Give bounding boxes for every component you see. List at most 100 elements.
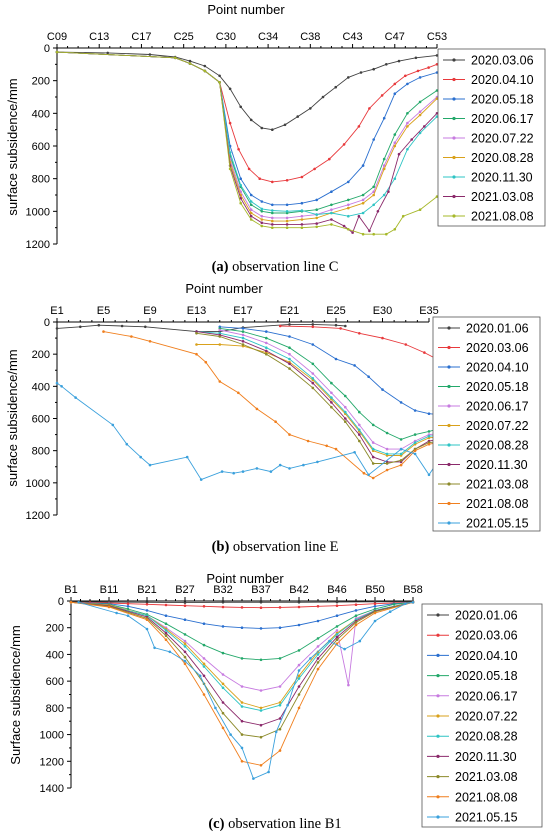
- panel-b-data-point: [288, 352, 291, 356]
- panel-a-legend-label: 2020.08.28: [471, 151, 534, 165]
- panel-a-data-point: [361, 211, 365, 215]
- panel-a-data-point: [427, 66, 430, 69]
- panel-a-data-point: [285, 203, 289, 207]
- panel-a-data-point: [376, 210, 380, 213]
- panel-a-data-point: [300, 226, 304, 229]
- panel-c-data-point: [221, 701, 225, 704]
- panel-a-data-point: [285, 219, 289, 223]
- panel-a-data-point: [228, 151, 232, 154]
- panel-c-data-point: [126, 607, 130, 611]
- panel-b-data-point: [330, 391, 333, 395]
- panel-c-x-tick-label: B58: [403, 584, 423, 596]
- panel-b-data-point: [399, 401, 403, 404]
- panel-a-x-tick-label: C34: [258, 31, 278, 43]
- panel-b-y-tick-label: 200: [32, 349, 50, 361]
- panel-c-data-point: [297, 669, 301, 672]
- panel-a-data-point: [239, 177, 242, 180]
- panel-c-data-point: [388, 610, 392, 613]
- panel-c-x-tick-label: B11: [100, 584, 119, 596]
- panel-c-caption: (c) observation line B1: [208, 816, 341, 832]
- panel-b-data-point: [367, 375, 370, 379]
- panel-b-data-point: [311, 386, 315, 390]
- panel-a-data-point: [285, 216, 289, 220]
- panel-c-x-tick-label: B42: [289, 584, 309, 596]
- panel-a-data-point: [397, 59, 401, 63]
- panel-a-data-point: [393, 133, 397, 136]
- panel-c-data-point: [153, 646, 156, 650]
- panel-c-data-point: [373, 602, 377, 605]
- panel-a-x-tick-label: C17: [131, 31, 151, 43]
- panel-c-data-point: [259, 723, 263, 727]
- panel-b-y-title: surface subsidence/mm: [5, 349, 20, 486]
- panel-a-data-point: [357, 125, 361, 128]
- panel-a-data-point: [260, 218, 264, 221]
- panel-b-data-point: [148, 463, 152, 467]
- panel-c-data-point: [183, 618, 187, 621]
- panel-a-data-point: [315, 216, 319, 220]
- panel-b-data-point: [265, 346, 268, 350]
- panel-c-legend-marker: [436, 815, 440, 819]
- panel-b-data-point: [255, 467, 259, 470]
- panel-b-x-tick-label: E25: [326, 305, 346, 317]
- panel-a-data-point: [55, 50, 59, 54]
- panel-a-data-point: [228, 167, 232, 171]
- panel-a-data-point: [188, 59, 192, 63]
- panel-c-data-point: [286, 703, 289, 707]
- panel-c-legend-marker: [436, 674, 440, 678]
- panel-a-x-tick-label: C53: [427, 31, 447, 43]
- panel-a-legend-marker: [452, 214, 456, 218]
- panel-b-data-point: [241, 343, 245, 346]
- panel-c-data-point: [202, 622, 206, 625]
- panel-c-legend-label: 2020.11.30: [455, 750, 517, 764]
- panel-c-legend-marker: [436, 775, 440, 779]
- panel-a-data-point: [271, 211, 274, 215]
- panel-b-data-point: [220, 470, 224, 473]
- panel-a-data-point: [328, 157, 331, 161]
- panel-a-series-line-2020.04.10: [56, 51, 438, 183]
- panel-c-data-point: [278, 727, 282, 731]
- panel-a-data-point: [260, 126, 264, 130]
- panel-c-data-point: [278, 701, 282, 704]
- panel-c-data-point: [335, 600, 339, 604]
- panel-a-data-point: [271, 209, 274, 212]
- panel-c-data-point: [202, 665, 206, 668]
- panel-b-legend-marker: [447, 345, 451, 350]
- panel-b-data-point: [413, 409, 417, 412]
- panel-b-x-title: Point number: [185, 281, 263, 296]
- panel-a-data-point: [260, 207, 264, 211]
- panel-a-data-point: [271, 203, 274, 207]
- panel-c-legend-label: 2020.07.22: [455, 710, 518, 724]
- panel-c-data-point: [297, 623, 301, 627]
- panel-c-y-tick-label: 200: [46, 623, 64, 635]
- panel-b-y-tick-label: 0: [44, 317, 50, 329]
- panel-a-series-line-2020.07.22: [56, 51, 438, 219]
- panel-c-data-point: [240, 657, 244, 660]
- panel-b-data-point: [265, 330, 268, 333]
- panel-c-data-point: [252, 777, 255, 780]
- panel-a-data-point: [342, 143, 346, 146]
- panel-b-data-point: [241, 336, 245, 340]
- panel-a-data-point: [414, 56, 418, 60]
- panel-b-data-point: [371, 423, 375, 427]
- panel-b-data-point: [358, 423, 361, 427]
- panel-a-data-point: [330, 218, 333, 221]
- panel-c-legend-marker: [436, 633, 440, 637]
- panel-b-data-point: [316, 460, 319, 464]
- panel-a-data-point: [300, 218, 304, 221]
- panel-c-x-title: Point number: [206, 571, 284, 586]
- panel-c-data-point: [126, 614, 130, 617]
- panel-c-data-point: [259, 709, 263, 712]
- panel-a-data-point: [393, 92, 397, 95]
- panel-a-data-point: [315, 213, 319, 216]
- panel-a-data-point: [218, 74, 221, 78]
- panel-a-legend-label: 2020.05.18: [471, 93, 534, 107]
- panel-a-legend-marker: [452, 155, 456, 160]
- panel-c-data-point: [297, 706, 301, 710]
- panel-c-legend-marker: [436, 754, 440, 759]
- panel-a-data-point: [330, 203, 333, 207]
- panel-c-data-point: [354, 614, 358, 617]
- panel-c-data-point: [316, 645, 320, 648]
- panel-a-y-tick-label: 400: [32, 108, 50, 120]
- panel-c-legend-label: 2020.06.17: [455, 689, 518, 703]
- panel-a-legend-marker: [452, 175, 456, 179]
